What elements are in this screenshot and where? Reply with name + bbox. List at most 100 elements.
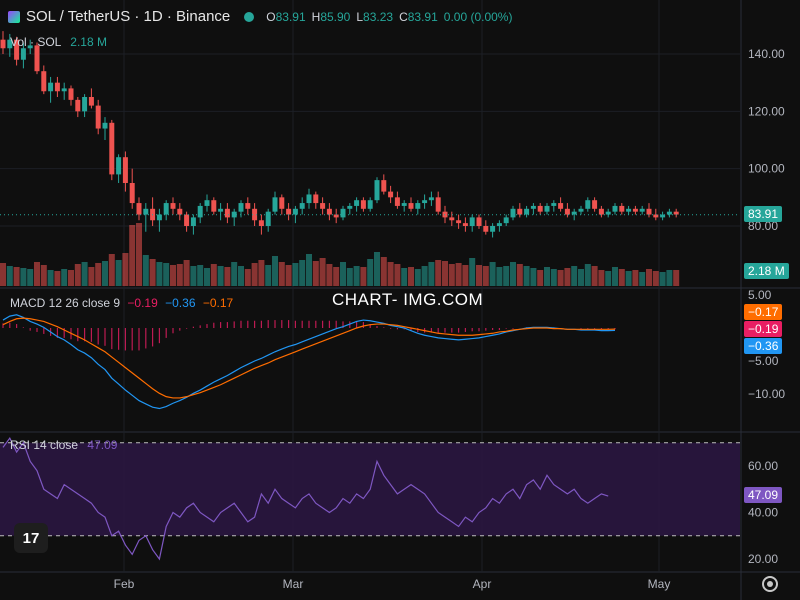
volume-bar: [591, 266, 598, 286]
volume-bar: [523, 266, 530, 286]
candle-body: [95, 105, 101, 129]
volume-bar: [20, 268, 27, 286]
volume-bar: [571, 266, 578, 286]
volume-bar: [367, 259, 374, 286]
volume-bar: [632, 270, 639, 286]
volume-bar: [618, 269, 625, 286]
candle-body: [598, 208, 604, 215]
candle-body: [14, 39, 20, 60]
volume-bar: [251, 263, 258, 286]
rsi-legend[interactable]: RSI 14 close 47.09: [10, 438, 118, 452]
candle-body: [129, 183, 135, 204]
candle-body: [394, 197, 400, 206]
candle-body: [571, 211, 577, 215]
volume-bar: [88, 267, 95, 286]
volume-bar: [272, 256, 278, 286]
candle-body: [524, 208, 530, 215]
rsi-pane[interactable]: [0, 436, 740, 561]
macd-line: [2, 314, 616, 410]
volume-bar: [231, 262, 238, 286]
candle-body: [367, 200, 373, 209]
candle-body: [238, 203, 244, 212]
market-status-icon: [244, 11, 255, 22]
candle-body: [340, 208, 346, 218]
price-tick-label: 80.00: [748, 219, 778, 233]
volume-bar: [95, 263, 102, 286]
candle-body: [428, 197, 434, 201]
volume-bar: [210, 264, 217, 286]
candle-body: [258, 220, 264, 226]
volume-bar: [285, 265, 292, 286]
candle-body: [462, 223, 468, 226]
price-badge: 83.91: [744, 206, 783, 222]
volume-bar: [27, 269, 34, 286]
volume-badge: 2.18 M: [744, 263, 789, 279]
candle-body: [585, 200, 591, 209]
candle-body: [449, 217, 455, 221]
candle-body: [408, 203, 414, 209]
volume-bar: [129, 225, 136, 286]
chart-header: SOL / TetherUS · 1D · Binance O83.91 H85…: [8, 8, 512, 25]
settings-icon[interactable]: [762, 576, 778, 592]
time-tick-label: May: [648, 577, 671, 591]
volume-bar: [544, 267, 550, 286]
volume-bar: [224, 267, 231, 286]
volume-bar: [584, 264, 591, 286]
volume-bar: [394, 264, 401, 286]
volume-bar: [448, 264, 455, 286]
volume-bar: [244, 269, 251, 286]
candle-body: [0, 39, 6, 49]
volume-bar: [489, 262, 496, 286]
ohlc-readout: O83.91 H85.90 L83.23 C83.91 0.00 (0.00%): [266, 9, 513, 24]
candle-body: [211, 200, 217, 212]
symbol-title[interactable]: SOL / TetherUS · 1D · Binance: [26, 8, 231, 25]
volume-bar: [0, 263, 6, 286]
volume-bar: [455, 263, 462, 286]
volume-bar: [312, 261, 319, 286]
volume-bar: [353, 266, 360, 286]
volume-legend[interactable]: Vol · SOL 2.18 M: [10, 35, 107, 49]
volume-bar: [639, 272, 646, 286]
macd-hist-badge: −0.19: [744, 321, 783, 337]
candle-body: [163, 203, 169, 215]
candle-body: [333, 214, 339, 218]
candle-body: [347, 205, 353, 209]
candle-body: [292, 208, 298, 215]
price-tick-label: 120.00: [748, 104, 785, 118]
candle-body: [61, 88, 67, 92]
volume-bar: [217, 266, 224, 286]
candle-body: [41, 71, 47, 92]
volume-bar: [605, 271, 612, 286]
volume-bar: [387, 262, 394, 286]
volume-bar: [469, 258, 476, 286]
volume-bar: [68, 270, 74, 286]
macd-legend[interactable]: MACD 12 26 close 9 −0.19 −0.36 −0.17: [10, 296, 234, 310]
candle-body: [265, 211, 271, 226]
volume-bar: [408, 267, 414, 286]
volume-bar: [435, 260, 442, 286]
tradingview-logo-icon[interactable]: 17: [14, 523, 48, 553]
volume-bar: [319, 258, 326, 286]
price-pane[interactable]: [0, 31, 740, 238]
candle-body: [639, 208, 645, 212]
volume-bar: [578, 269, 584, 286]
candle-body: [537, 205, 543, 212]
watermark: CHART- IMG.COM: [332, 290, 484, 309]
volume-bar: [197, 265, 204, 286]
volume-bar: [516, 264, 523, 286]
macd-pane[interactable]: [2, 314, 616, 410]
candle-body: [34, 45, 40, 72]
volume-bar: [612, 267, 618, 286]
volume-bar: [299, 260, 306, 286]
candle-body: [320, 203, 326, 209]
candle-body: [313, 194, 319, 204]
candle-body: [360, 200, 366, 209]
volume-bar: [34, 262, 40, 286]
candle-body: [374, 180, 380, 201]
candle-body: [496, 223, 502, 226]
volume-bar: [496, 267, 503, 286]
volume-bar: [346, 268, 353, 286]
candle-body: [204, 200, 210, 206]
axes: 80.00100.00120.00140.005.000.00−5.00−10.…: [114, 0, 785, 600]
